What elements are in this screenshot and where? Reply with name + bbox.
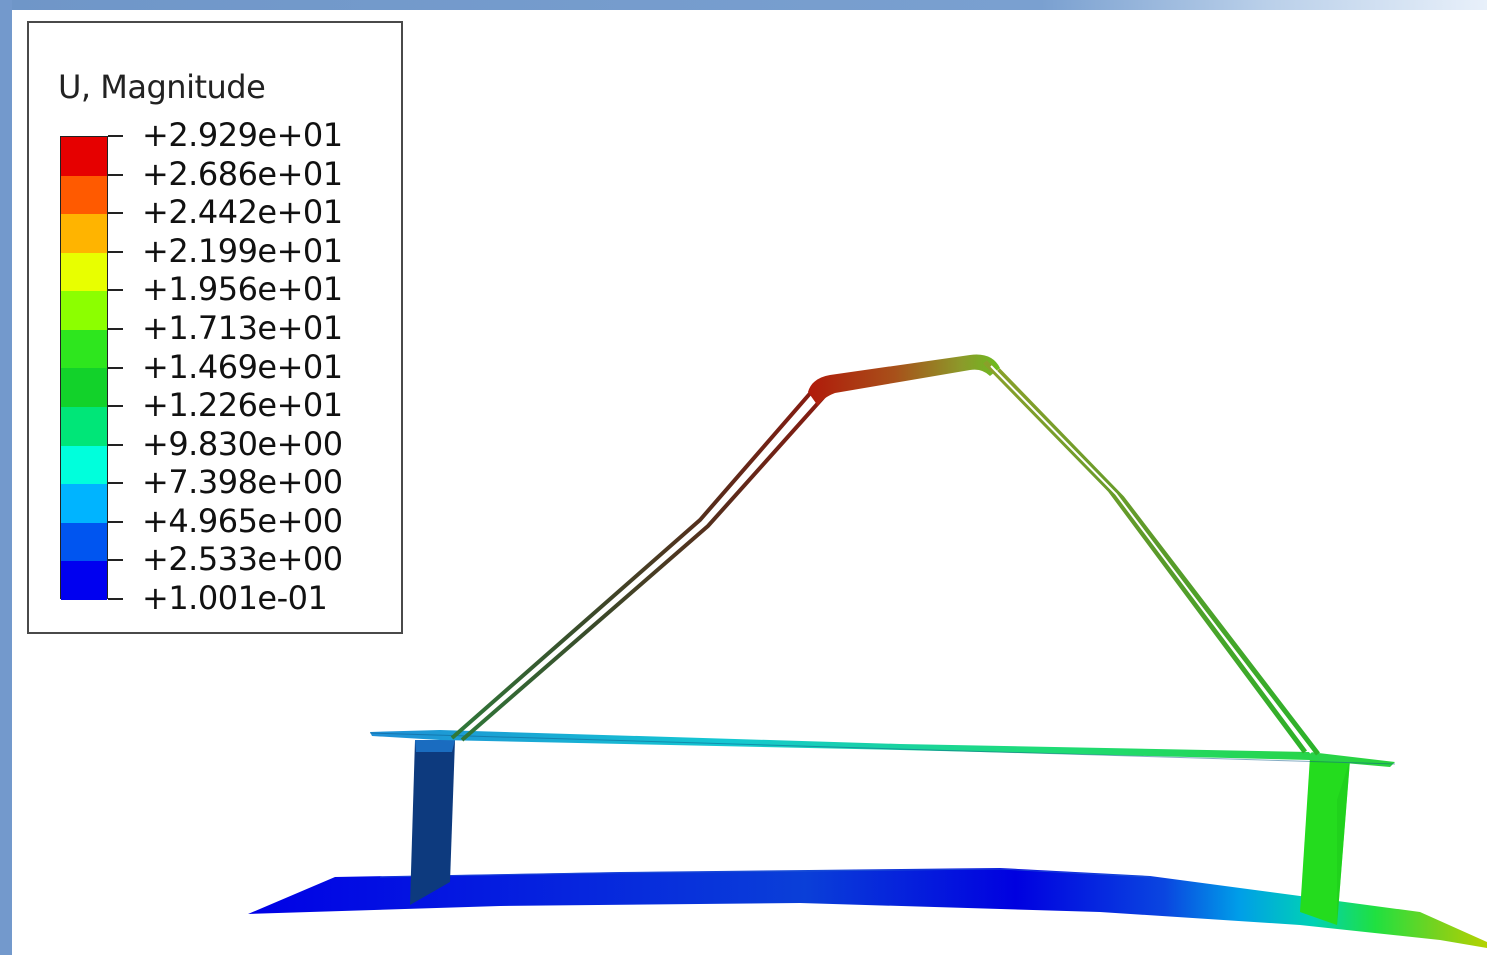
legend-swatch <box>61 368 107 408</box>
legend-tick <box>108 135 123 137</box>
legend-swatch <box>61 445 107 485</box>
legend-tick <box>108 482 123 485</box>
legend-swatch <box>61 561 107 600</box>
arch-right-leg <box>983 360 1308 754</box>
legend-swatch <box>61 329 107 369</box>
legend-swatch <box>61 407 107 446</box>
legend-swatch <box>61 137 107 176</box>
legend-tick <box>108 289 123 292</box>
legend-title: U, Magnitude <box>58 68 266 106</box>
legend-value-label: +2.533e+00 <box>142 540 343 579</box>
left-support-column <box>410 740 455 905</box>
legend-tick <box>108 327 123 330</box>
legend-value-label: +2.442e+01 <box>142 193 343 232</box>
legend-value-label: +1.956e+01 <box>142 270 343 309</box>
legend-value-label: +2.686e+01 <box>142 154 343 193</box>
legend-swatch <box>61 252 107 292</box>
arch-left-leg <box>450 380 822 740</box>
legend-tick <box>108 443 123 446</box>
legend-value-label: +2.199e+01 <box>142 231 343 270</box>
legend-value-label: +1.713e+01 <box>142 308 343 347</box>
arch-top-segment <box>808 354 1000 406</box>
legend-colorbar <box>60 136 108 600</box>
legend-value-label: +9.830e+00 <box>142 424 343 463</box>
legend-value-label: +2.929e+01 <box>142 116 343 154</box>
legend-tick <box>108 520 123 523</box>
legend-tick <box>108 598 123 600</box>
legend-value-label: +1.226e+01 <box>142 386 343 425</box>
legend-swatch <box>61 291 107 330</box>
legend-tick <box>108 212 123 215</box>
legend-value-label: +1.469e+01 <box>142 347 343 386</box>
legend-swatch <box>61 484 107 523</box>
legend-tick <box>108 173 123 176</box>
legend-value-label: +4.965e+00 <box>142 501 343 540</box>
legend-swatch <box>61 175 107 215</box>
window-left-border <box>0 0 12 955</box>
legend-tick <box>108 366 123 369</box>
legend-tick <box>108 559 123 562</box>
legend-value-label: +7.398e+00 <box>142 463 343 502</box>
legend-swatch <box>61 522 107 562</box>
base-plate <box>248 868 1487 948</box>
legend-swatch <box>61 214 107 253</box>
legend-tick <box>108 405 123 408</box>
window-top-border <box>0 0 1487 10</box>
legend-tick <box>108 250 123 253</box>
legend-value-label: +1.001e-01 <box>142 579 328 617</box>
